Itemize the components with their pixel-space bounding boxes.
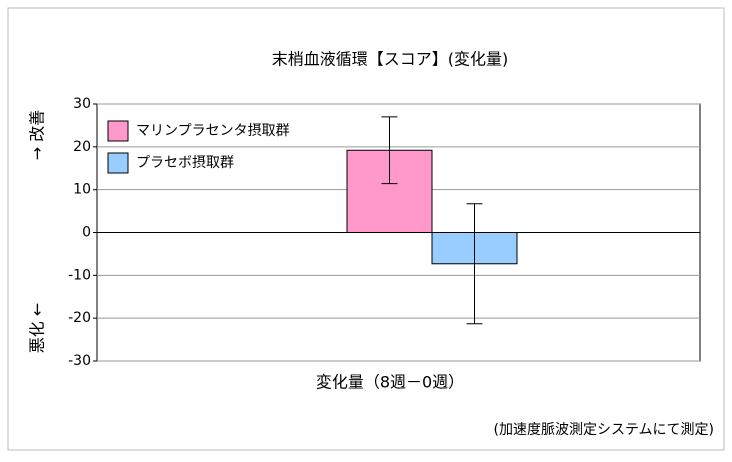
y-tick-label: -20 bbox=[68, 310, 91, 326]
legend-swatch bbox=[107, 120, 129, 142]
note: (加速度脈波測定システムにて測定) bbox=[493, 422, 714, 438]
y-tick-label: 10 bbox=[73, 182, 91, 198]
y-tick-label: 0 bbox=[82, 225, 91, 241]
y-tick-label: 30 bbox=[73, 96, 91, 112]
legend-swatch bbox=[107, 152, 129, 174]
y-label-top: → 改善 bbox=[28, 110, 47, 161]
y-tick-label: 20 bbox=[73, 139, 91, 155]
legend-label: プラセボ摂取群 bbox=[136, 155, 234, 171]
y-tick-label: -10 bbox=[68, 267, 91, 283]
y-tick-label: -30 bbox=[68, 353, 91, 369]
x-axis-label: 変化量（8週－0週） bbox=[316, 373, 464, 392]
chart-title: 末梢血液循環【スコア】(変化量) bbox=[272, 50, 509, 69]
legend-label: マリンプラセンタ摂取群 bbox=[136, 123, 290, 139]
y-label-bottom: 悪化 ← bbox=[28, 303, 47, 354]
error-bar bbox=[381, 116, 398, 185]
error-bar bbox=[466, 203, 483, 325]
